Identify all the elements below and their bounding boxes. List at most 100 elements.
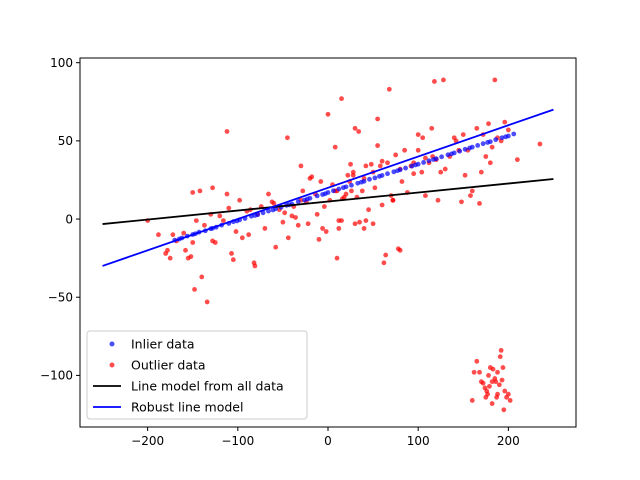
outlier-point	[295, 222, 301, 228]
outlier-point	[372, 185, 378, 191]
inlier-point	[336, 186, 342, 192]
outlier-point	[366, 207, 371, 213]
inlier-point	[511, 131, 517, 137]
model-lines	[102, 108, 554, 267]
outlier-point	[495, 391, 500, 397]
outlier-point	[285, 235, 291, 241]
outlier-point	[474, 125, 480, 131]
inlier-point	[349, 182, 354, 188]
x-tick-label: 200	[497, 434, 520, 448]
outlier-point	[468, 193, 473, 198]
outlier-point	[500, 365, 506, 370]
outlier-point	[379, 158, 385, 164]
outlier-point	[212, 240, 218, 245]
outlier-point	[170, 232, 176, 238]
outlier-point	[167, 255, 173, 261]
outlier-point	[345, 172, 351, 178]
outlier-point	[293, 215, 298, 220]
x-tick-label: 0	[324, 434, 332, 448]
outlier-point	[477, 201, 482, 206]
outlier-point	[390, 197, 396, 203]
outlier-point	[188, 254, 194, 259]
legend: Inlier data Outlier data Line model from…	[86, 330, 308, 420]
outlier-point	[483, 154, 489, 159]
inlier-point	[266, 208, 271, 214]
outlier-point	[377, 163, 383, 169]
outlier-point	[252, 263, 258, 269]
outlier-point	[385, 160, 390, 166]
outlier-point	[343, 191, 349, 197]
outlier-point	[489, 379, 495, 385]
outlier-point	[432, 79, 437, 84]
outlier-point	[507, 398, 513, 403]
outlier-point	[383, 252, 389, 258]
outlier-point	[320, 226, 325, 231]
outlier-point	[471, 369, 477, 375]
inlier-point	[449, 151, 454, 157]
outlier-point	[462, 172, 468, 178]
outlier-point	[339, 218, 344, 224]
outlier-point	[489, 144, 495, 150]
outlier-point	[489, 401, 495, 406]
outlier-point	[363, 163, 369, 169]
inlier-point	[385, 171, 390, 177]
outlier-point	[505, 127, 511, 133]
inlier-point	[295, 199, 301, 204]
inlier-point	[480, 141, 486, 147]
outlier-point	[183, 247, 188, 253]
outlier-point	[368, 161, 374, 167]
outlier-point	[514, 157, 520, 163]
outlier-point	[487, 160, 493, 166]
outlier-point	[402, 147, 408, 153]
robust-line-model	[102, 108, 554, 267]
inlier-point	[503, 134, 509, 140]
outlier-point	[202, 222, 207, 228]
inlier-point	[372, 175, 378, 181]
inlier-point	[314, 193, 320, 199]
inlier-point	[413, 162, 418, 168]
inlier-point	[431, 157, 436, 162]
outlier-point	[498, 347, 504, 353]
inlier-point	[421, 160, 426, 165]
outlier-point	[226, 205, 232, 211]
outlier-point	[411, 171, 417, 177]
outlier-point	[415, 132, 421, 138]
y-axis-ticks: −100 −50 0 50 100	[40, 56, 80, 383]
outlier-point	[300, 188, 306, 194]
legend-marker-inlier	[109, 341, 115, 347]
outlier-point	[323, 229, 329, 234]
inlier-point	[403, 165, 408, 171]
outlier-point	[460, 132, 466, 138]
legend-marker-outlier	[109, 362, 115, 368]
x-axis-ticks: −200 −100 0 100 200	[131, 427, 520, 448]
outlier-point	[352, 125, 358, 131]
outlier-point	[375, 143, 380, 148]
outlier-point	[438, 169, 444, 175]
outlier-point	[193, 218, 199, 224]
outlier-point	[349, 188, 354, 194]
inlier-point	[304, 196, 310, 202]
outlier-point	[487, 383, 492, 389]
outlier-point	[266, 191, 271, 197]
outlier-point	[237, 197, 243, 203]
outlier-point	[285, 135, 290, 141]
outlier-point	[484, 388, 490, 394]
inlier-point	[462, 146, 468, 152]
outlier-point	[469, 398, 475, 403]
inlier-point	[439, 154, 445, 160]
outlier-point	[496, 382, 502, 388]
outlier-point	[156, 232, 161, 238]
outlier-point	[505, 391, 511, 397]
outlier-point	[224, 191, 230, 197]
inlier-point	[409, 163, 415, 169]
outlier-point	[280, 219, 286, 225]
outlier-point	[502, 119, 508, 125]
outlier-point	[415, 147, 421, 153]
outlier-point	[478, 169, 484, 175]
outlier-point	[233, 229, 239, 234]
inlier-point	[445, 152, 451, 158]
outlier-point	[393, 152, 399, 158]
inlier-point	[475, 143, 481, 148]
inlier-point	[358, 179, 364, 185]
outlier-point	[220, 218, 226, 224]
